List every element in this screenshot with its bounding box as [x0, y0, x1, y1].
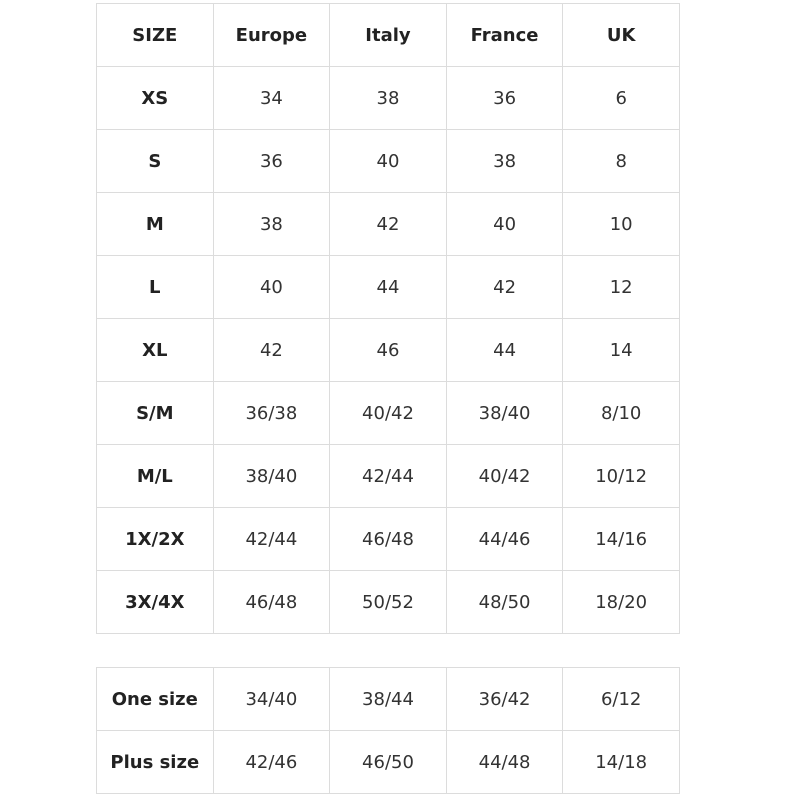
table-cell: 42/44: [212, 507, 331, 571]
table-cell: 42: [212, 318, 331, 382]
table-header-row: SIZE Europe Italy France UK: [96, 3, 680, 67]
table-cell: 38: [445, 129, 564, 193]
row-header: 1X/2X: [96, 507, 214, 571]
table-cell: 38/40: [212, 444, 331, 508]
column-header: UK: [562, 3, 680, 67]
table-cell: 34: [212, 66, 331, 130]
table-row: 1X/2X 42/44 46/48 44/46 14/16: [96, 507, 680, 571]
table-row: XL 42 46 44 14: [96, 318, 680, 382]
table-row: L 40 44 42 12: [96, 255, 680, 319]
table-cell: 34/40: [212, 667, 331, 731]
table-cell: 10/12: [562, 444, 680, 508]
table-row: S 36 40 38 8: [96, 129, 680, 193]
table-cell: 44/48: [445, 730, 564, 794]
table-cell: 40/42: [445, 444, 564, 508]
table-cell: 10: [562, 192, 680, 256]
size-conversion-table: SIZE Europe Italy France UK XS 34 38 36 6 S 36 40 38 8…: [96, 3, 680, 634]
table-cell: 46/48: [329, 507, 447, 571]
table-cell: 8/10: [562, 381, 680, 445]
row-header: M/L: [96, 444, 214, 508]
table-cell: 14/16: [562, 507, 680, 571]
row-header: L: [96, 255, 214, 319]
table-cell: 14/18: [562, 730, 680, 794]
table-cell: 36/38: [212, 381, 331, 445]
table-cell: 44: [329, 255, 447, 319]
table-cell: 36/42: [445, 667, 564, 731]
table-cell: 18/20: [562, 570, 680, 634]
table-row: 3X/4X 46/48 50/52 48/50 18/20: [96, 570, 680, 634]
table-cell: 46/50: [329, 730, 447, 794]
table-cell: 36: [445, 66, 564, 130]
table-cell: 36: [212, 129, 331, 193]
table-cell: 40: [212, 255, 331, 319]
table-cell: 44: [445, 318, 564, 382]
row-header: M: [96, 192, 214, 256]
table-cell: 12: [562, 255, 680, 319]
table-cell: 44/46: [445, 507, 564, 571]
table-cell: 46/48: [212, 570, 331, 634]
row-header: S/M: [96, 381, 214, 445]
table-cell: 6/12: [562, 667, 680, 731]
table-cell: 8: [562, 129, 680, 193]
row-header: Plus size: [96, 730, 214, 794]
table-cell: 42/46: [212, 730, 331, 794]
table-cell: 40: [445, 192, 564, 256]
row-header: One size: [96, 667, 214, 731]
table-cell: 38/40: [445, 381, 564, 445]
row-header: 3X/4X: [96, 570, 214, 634]
table-cell: 48/50: [445, 570, 564, 634]
table-cell: 42/44: [329, 444, 447, 508]
row-header: XL: [96, 318, 214, 382]
table-cell: 6: [562, 66, 680, 130]
row-header: XS: [96, 66, 214, 130]
column-header: France: [445, 3, 564, 67]
column-header: Europe: [212, 3, 331, 67]
table-cell: 38/44: [329, 667, 447, 731]
table-row: M 38 42 40 10: [96, 192, 680, 256]
table-row: XS 34 38 36 6: [96, 66, 680, 130]
column-header: Italy: [329, 3, 447, 67]
table-cell: 42: [329, 192, 447, 256]
table-cell: 38: [212, 192, 331, 256]
table-row: M/L 38/40 42/44 40/42 10/12: [96, 444, 680, 508]
one-size-plus-size-table: One size 34/40 38/44 36/42 6/12 Plus size 42/4…: [96, 667, 680, 794]
table-row: Plus size 42/46 46/50 44/48 14/18: [96, 730, 680, 794]
table-row: S/M 36/38 40/42 38/40 8/10: [96, 381, 680, 445]
table-cell: 50/52: [329, 570, 447, 634]
table-cell: 40/42: [329, 381, 447, 445]
table-cell: 38: [329, 66, 447, 130]
table-cell: 40: [329, 129, 447, 193]
row-header: S: [96, 129, 214, 193]
table-cell: 42: [445, 255, 564, 319]
table-cell: 46: [329, 318, 447, 382]
table-cell: 14: [562, 318, 680, 382]
column-header: SIZE: [96, 3, 214, 67]
table-row: One size 34/40 38/44 36/42 6/12: [96, 667, 680, 731]
